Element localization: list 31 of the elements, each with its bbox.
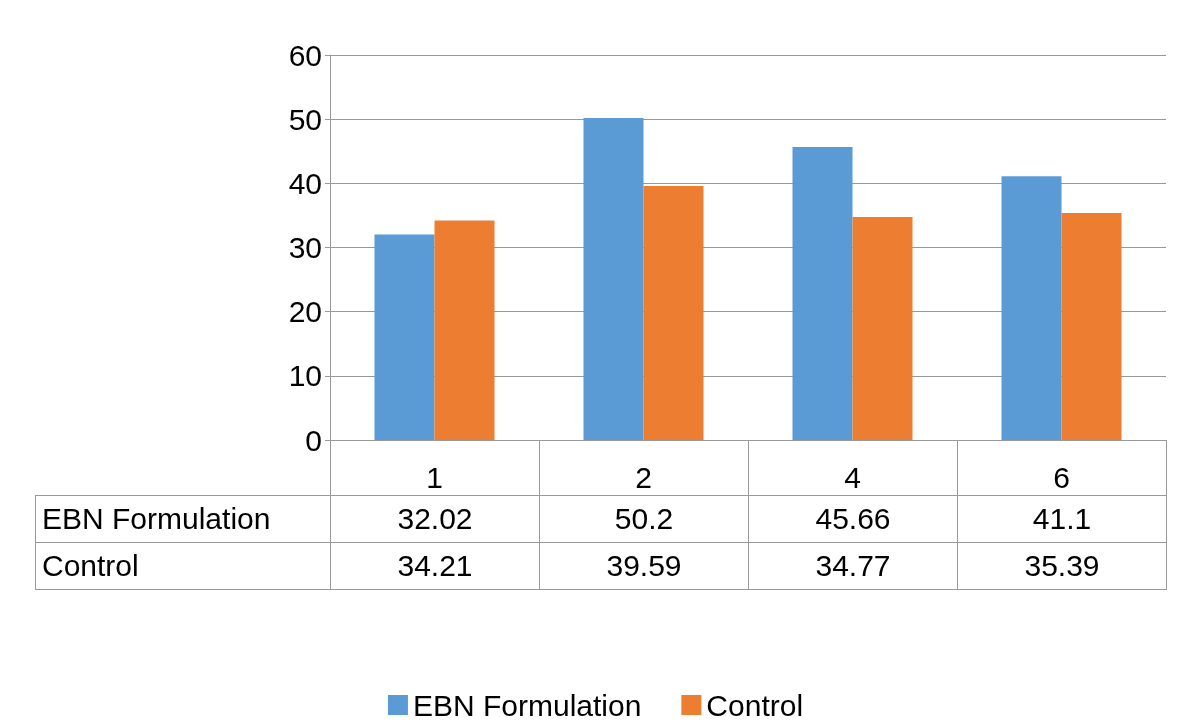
legend-label: Control — [706, 688, 804, 722]
data-label: 41.1 — [957, 495, 1167, 543]
data-label: 32.02 — [330, 495, 540, 543]
text: EBN Formulation — [42, 502, 271, 535]
data-label: 39.59 — [539, 542, 749, 590]
y-tick-label: 20 — [288, 295, 322, 329]
bar — [852, 216, 913, 440]
y-tick-label: 10 — [288, 359, 322, 393]
bar — [583, 117, 644, 440]
bar — [643, 185, 704, 440]
data-label: 45.66 — [748, 495, 958, 543]
bar — [1001, 176, 1062, 440]
y-tick-label: 40 — [288, 166, 322, 200]
data-label: 34.21 — [330, 542, 540, 590]
bar — [792, 147, 853, 440]
x-tick-label: 6 — [1053, 460, 1070, 494]
y-tick-label: 50 — [288, 102, 322, 136]
bar — [374, 234, 435, 440]
data-label: 50.2 — [539, 495, 749, 543]
y-tick-label: 30 — [288, 231, 322, 264]
y-tick-label: 0 — [305, 423, 322, 457]
x-tick-label: 2 — [635, 460, 652, 494]
y-tick-label: 60 — [288, 38, 322, 72]
data-label: 34.77 — [748, 542, 958, 590]
x-tick-label: 1 — [426, 460, 443, 494]
x-tick-label: 4 — [844, 460, 861, 494]
legend-label: EBN Formulation — [412, 688, 642, 722]
bar — [434, 220, 495, 440]
bar — [1061, 212, 1122, 440]
text: Control — [42, 549, 139, 582]
data-label: 35.39 — [957, 542, 1167, 590]
